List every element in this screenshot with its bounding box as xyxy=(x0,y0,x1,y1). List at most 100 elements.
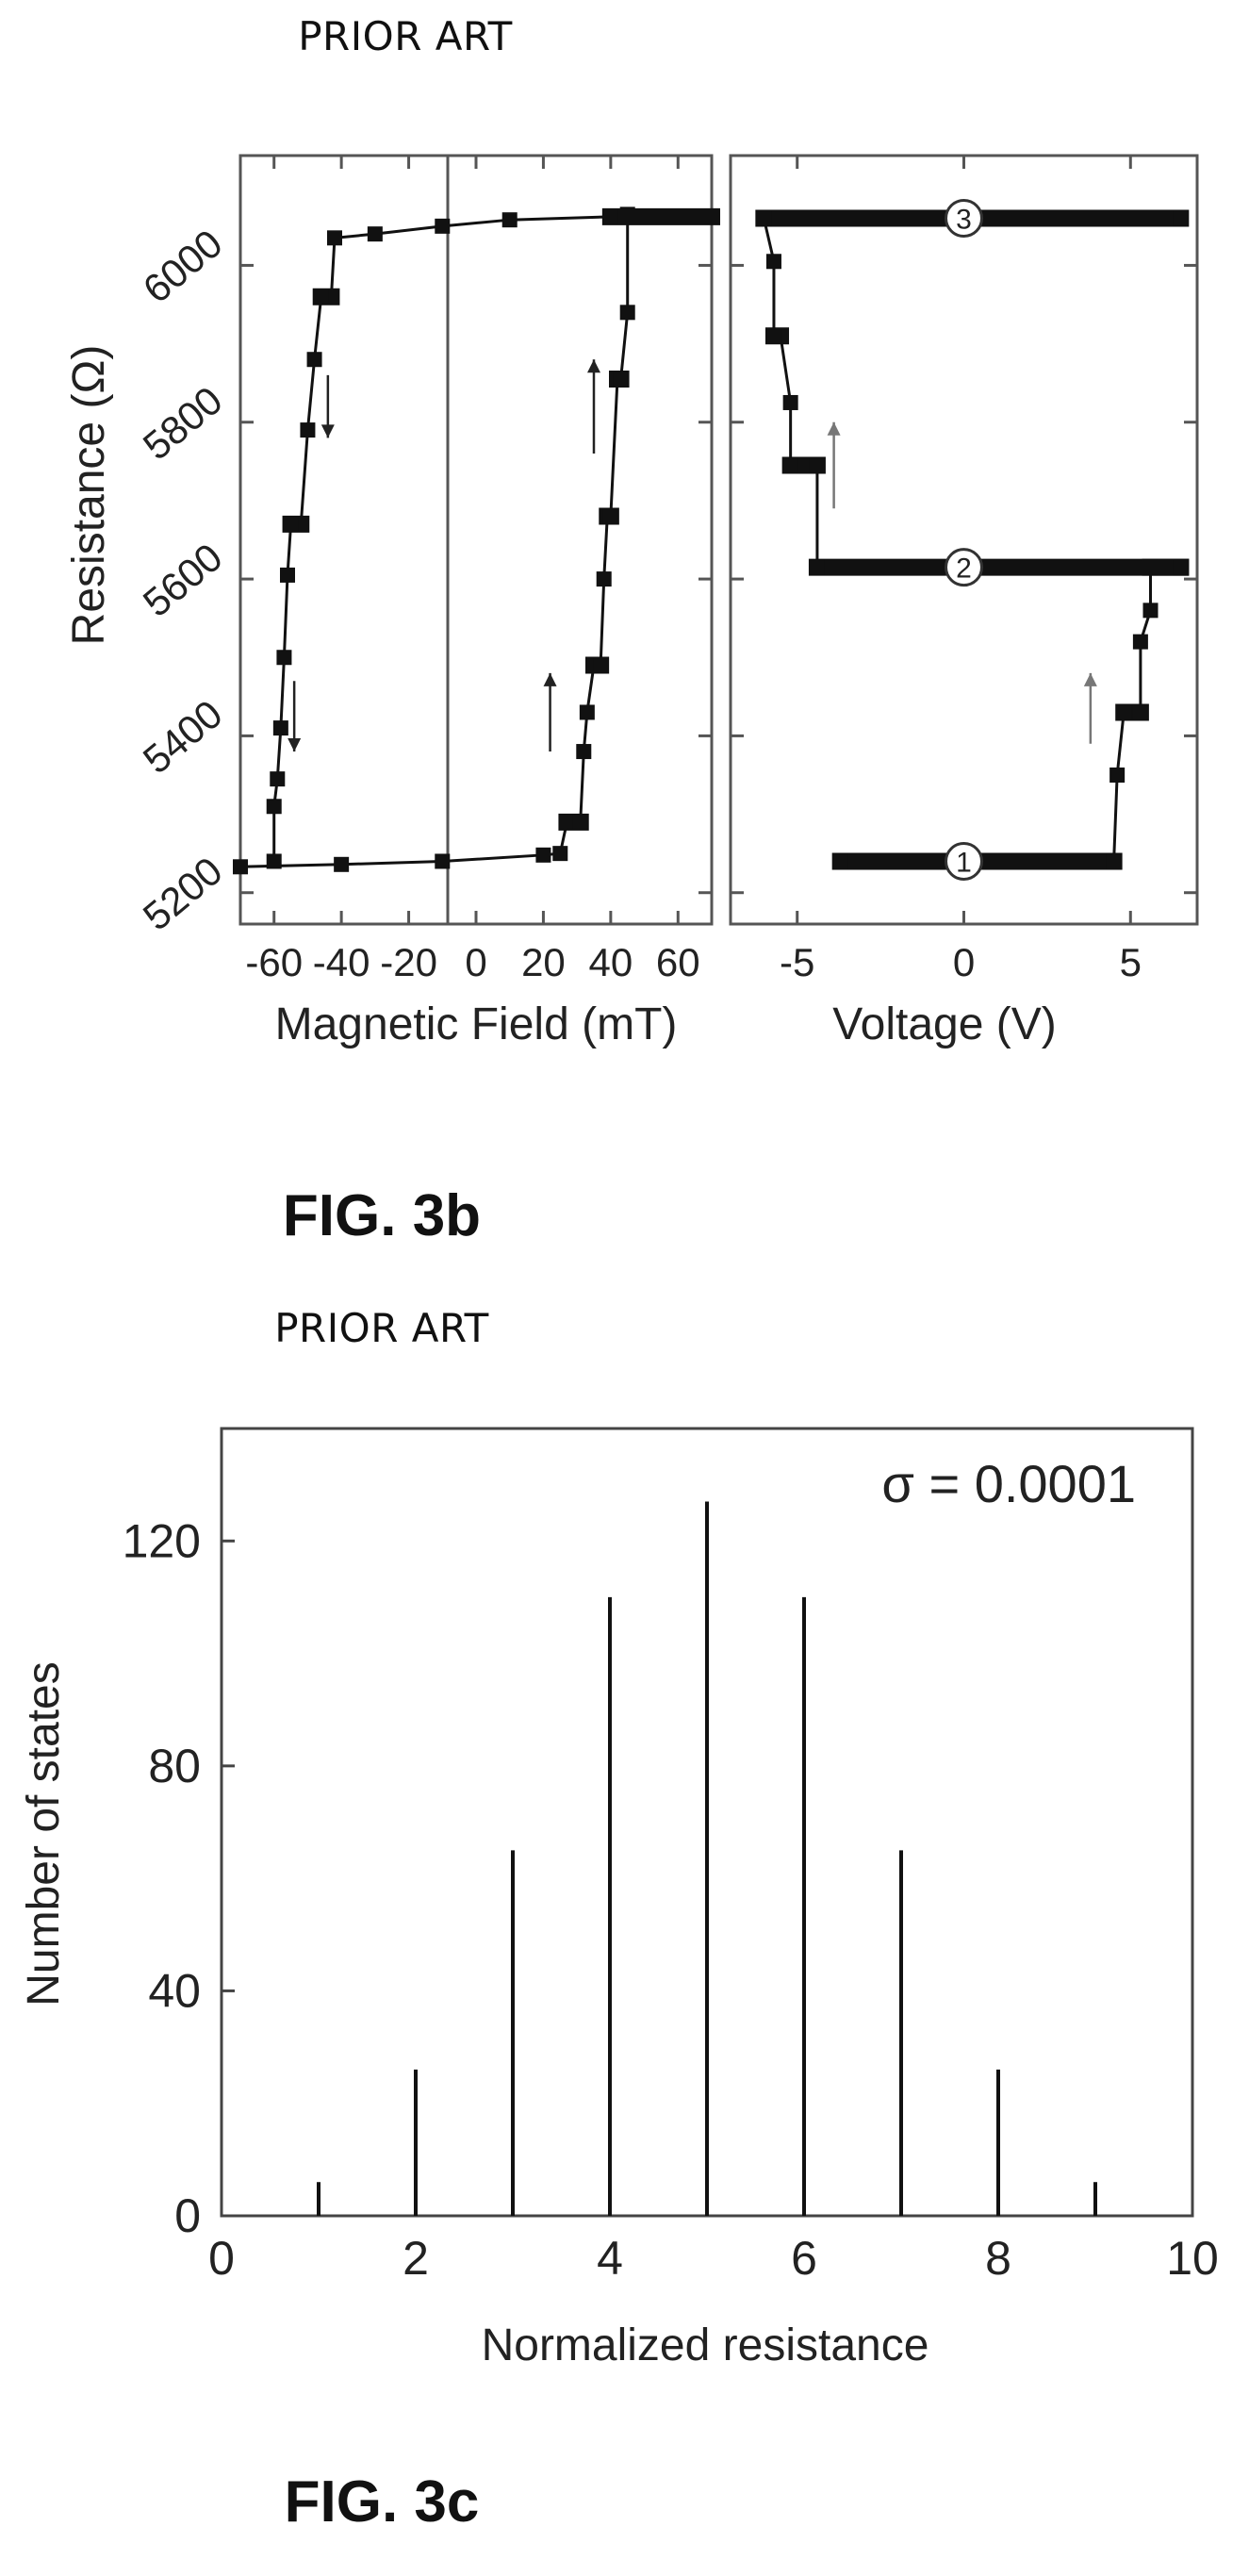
histogram-x-tick-label: 6 xyxy=(791,2232,817,2285)
left-arrowhead xyxy=(320,424,335,438)
fig3b-left-panel: -60 -40 -20 0 20 40 60 5200 5400 5600 5800 6000 Mag… xyxy=(64,154,720,1049)
histogram-y-tick-label: 120 xyxy=(123,1514,201,1567)
left-data-point xyxy=(559,814,575,830)
left-data-point xyxy=(435,218,451,234)
y-tick-label: 6000 xyxy=(135,221,231,311)
left-data-point xyxy=(576,744,592,760)
left-data-point xyxy=(280,567,295,583)
right-data-point xyxy=(1132,704,1148,720)
left-data-point xyxy=(552,846,568,862)
histogram-y-axis-label: Number of states xyxy=(19,1661,69,2006)
left-data-point xyxy=(435,853,451,869)
right-state-labels: 1 2 3 xyxy=(945,199,983,881)
right-data-point xyxy=(782,457,798,473)
right-data-point xyxy=(1116,704,1132,720)
state-marker-label: 3 xyxy=(956,205,972,236)
left-data-point xyxy=(596,571,612,587)
right-data-point xyxy=(765,254,781,270)
left-arrowhead xyxy=(587,359,600,373)
left-data-point xyxy=(334,856,350,872)
right-data-point xyxy=(1142,603,1159,619)
y-tick-label: 5400 xyxy=(135,691,231,782)
right-data-point xyxy=(1109,767,1126,783)
left-series-line-0 xyxy=(239,214,630,868)
histogram-x-tick-label: 8 xyxy=(985,2232,1011,2285)
left-data-point xyxy=(704,208,719,224)
right-series xyxy=(755,209,1190,870)
left-data-point xyxy=(619,305,635,321)
state-marker-circle xyxy=(945,199,983,239)
histogram-x-axis-label: Normalized resistance xyxy=(482,2320,929,2370)
right-x-tick-label: -5 xyxy=(780,940,814,984)
fig3c-prior-art-label: PRIOR ART xyxy=(274,1305,489,1351)
histogram-x-tick-label: 4 xyxy=(597,2232,623,2285)
left-x-tick-label: 40 xyxy=(588,940,633,984)
y-axis-label-resistance: Resistance (Ω) xyxy=(64,345,114,646)
y-tick-label: 5800 xyxy=(135,378,231,469)
left-data-point xyxy=(327,230,342,246)
fig3c-panel: 0 2 4 6 8 10 0 40 80 120 σ = 0.0001 Normalized re… xyxy=(19,1427,1219,2370)
right-x-axis-label: Voltage (V) xyxy=(832,999,1056,1049)
right-arrowhead xyxy=(1083,672,1097,686)
histogram-x-tick-label: 2 xyxy=(403,2232,429,2285)
right-data-point xyxy=(1142,559,1159,575)
right-x-tick-label: 5 xyxy=(1120,940,1142,984)
left-data-point xyxy=(233,859,248,875)
right-data-point xyxy=(809,457,825,473)
left-data-point xyxy=(572,814,588,830)
left-series-line-1 xyxy=(272,215,712,862)
histogram-y-tick-label: 0 xyxy=(174,2189,201,2242)
right-data-point xyxy=(809,559,825,575)
state-marker-label: 2 xyxy=(956,553,972,585)
left-arrowhead xyxy=(543,672,557,686)
left-data-point xyxy=(579,704,595,720)
left-x-tick-label: -20 xyxy=(380,940,437,984)
right-data-point xyxy=(832,853,848,869)
left-arrowhead xyxy=(288,738,302,752)
right-data-point xyxy=(1173,210,1189,226)
left-ticks: -60 -40 -20 0 20 40 60 5200 5400 5600 5800 6000 xyxy=(135,156,712,984)
right-plot-frame xyxy=(729,154,1199,926)
left-data-point xyxy=(313,289,329,305)
left-x-tick-label: 0 xyxy=(465,940,486,984)
histogram-y-tick-label: 40 xyxy=(148,1964,201,2017)
right-data-point xyxy=(1106,853,1122,869)
left-arrows xyxy=(288,359,600,752)
right-ticks: -5 0 5 xyxy=(731,156,1197,984)
right-data-point xyxy=(782,394,798,410)
left-data-point xyxy=(300,422,316,438)
state-marker-circle xyxy=(945,841,983,881)
histogram-x-tick-label: 0 xyxy=(208,2232,235,2285)
state-marker-label: 1 xyxy=(956,847,972,878)
y-tick-label: 5600 xyxy=(135,535,231,625)
histogram-bars xyxy=(317,1501,1097,2216)
right-data-point xyxy=(1173,559,1189,575)
left-data-point xyxy=(283,516,299,532)
fig3b-right-panel: -5 0 5 1 2 3 Voltage (V) xyxy=(729,154,1199,1049)
left-data-point xyxy=(602,208,618,224)
left-data-point xyxy=(593,657,609,673)
left-data-point xyxy=(272,720,288,736)
left-data-point xyxy=(535,847,551,863)
left-data-point xyxy=(501,212,518,228)
fig3b-caption: FIG. 3b xyxy=(282,1183,482,1248)
left-data-point xyxy=(266,853,282,869)
histogram-ticks: 0 2 4 6 8 10 0 40 80 120 xyxy=(123,1514,1219,2285)
left-plot-frame xyxy=(238,154,714,926)
left-x-tick-label: -60 xyxy=(245,940,303,984)
left-x-axis-label: Magnetic Field (mT) xyxy=(275,999,678,1049)
left-data-point xyxy=(602,508,618,524)
left-data-point xyxy=(266,799,282,815)
y-tick-label: 5200 xyxy=(135,849,231,939)
left-data-point xyxy=(270,771,286,787)
left-x-tick-label: 20 xyxy=(521,940,566,984)
histogram-x-tick-label: 10 xyxy=(1166,2232,1219,2285)
left-x-tick-label: -40 xyxy=(313,940,370,984)
left-data-point xyxy=(276,650,292,666)
left-data-point xyxy=(306,352,322,368)
right-data-point xyxy=(765,328,781,344)
left-data-point xyxy=(367,226,383,242)
state-marker-circle xyxy=(945,548,983,587)
right-data-point xyxy=(1132,634,1148,650)
left-data-point xyxy=(613,372,629,388)
